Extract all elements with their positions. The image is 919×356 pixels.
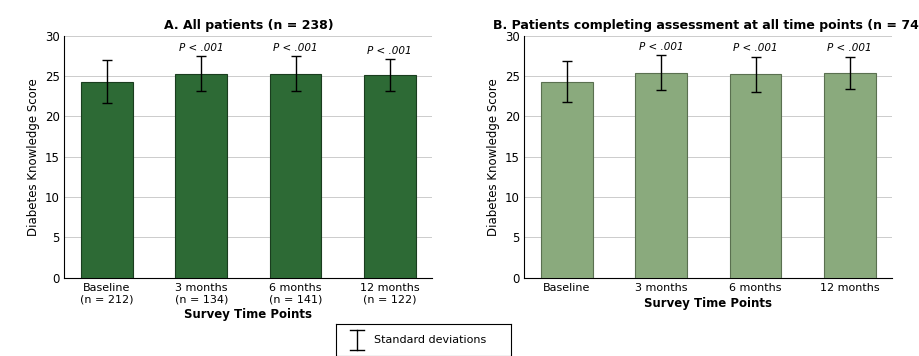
Text: P < .001: P < .001	[732, 43, 777, 53]
Title: A. All patients (n = 238): A. All patients (n = 238)	[164, 19, 333, 32]
X-axis label: Survey Time Points: Survey Time Points	[643, 297, 772, 310]
Bar	[823, 73, 875, 278]
Bar	[81, 82, 133, 278]
Title: B. Patients completing assessment at all time points (n = 74): B. Patients completing assessment at all…	[492, 19, 919, 32]
Bar	[540, 82, 593, 278]
Text: P < .001: P < .001	[639, 42, 683, 52]
X-axis label: Survey Time Points: Survey Time Points	[184, 308, 312, 321]
Text: Standard deviations: Standard deviations	[374, 335, 486, 345]
Text: P < .001: P < .001	[367, 46, 412, 56]
Bar	[269, 74, 321, 278]
Y-axis label: Diabetes Knowledge Score: Diabetes Knowledge Score	[28, 78, 40, 236]
Text: P < .001: P < .001	[273, 43, 317, 53]
Y-axis label: Diabetes Knowledge Score: Diabetes Knowledge Score	[487, 78, 500, 236]
Bar	[363, 75, 415, 278]
Text: P < .001: P < .001	[179, 43, 223, 53]
Bar	[635, 73, 686, 278]
Bar	[729, 74, 780, 278]
Text: P < .001: P < .001	[826, 43, 871, 53]
Bar	[176, 74, 227, 278]
